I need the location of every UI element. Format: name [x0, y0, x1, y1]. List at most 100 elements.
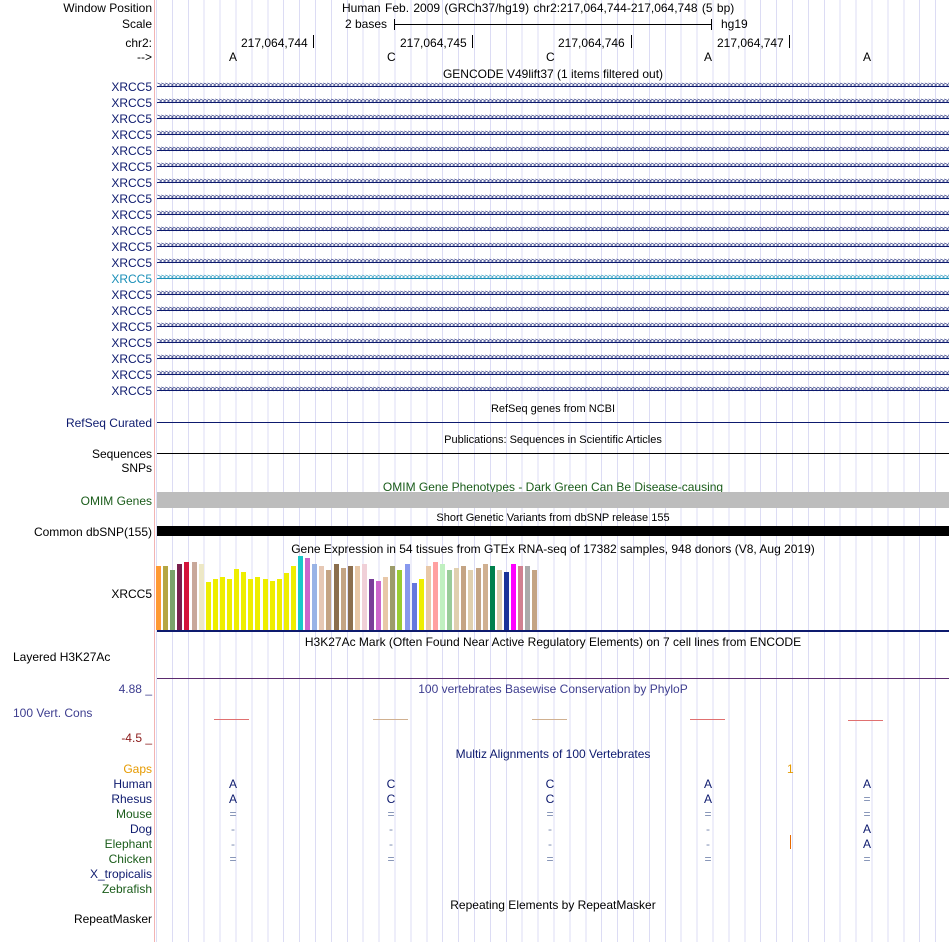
repeatmasker-track-title[interactable]: Repeating Elements by RepeatMasker [450, 898, 656, 912]
gencode-transcript-label[interactable]: XRCC5 [111, 288, 152, 302]
gencode-transcript-label[interactable]: XRCC5 [111, 112, 152, 126]
gencode-transcript-label[interactable]: XRCC5 [111, 304, 152, 318]
gencode-transcript-line[interactable]: >>>>>>>>>>>>>>>>>>>>>>>>>>>>>>>>>>>>>>>>… [157, 208, 949, 218]
conservation-mark-5[interactable] [848, 720, 883, 721]
gencode-transcript-label[interactable]: XRCC5 [111, 352, 152, 366]
gtex-tissue-bar[interactable] [170, 570, 176, 630]
gencode-transcript-line[interactable]: >>>>>>>>>>>>>>>>>>>>>>>>>>>>>>>>>>>>>>>>… [157, 256, 949, 266]
gtex-tissue-bar[interactable] [432, 562, 438, 630]
multiz-species-label[interactable]: Dog [129, 822, 152, 836]
dbsnp-track-title[interactable]: Short Genetic Variants from dbSNP releas… [436, 512, 670, 524]
gencode-transcript-line[interactable]: >>>>>>>>>>>>>>>>>>>>>>>>>>>>>>>>>>>>>>>>… [157, 192, 949, 202]
multiz-species-label[interactable]: Mouse [115, 807, 152, 821]
gtex-tissue-bar[interactable] [255, 576, 261, 630]
gtex-tissue-bar[interactable] [354, 566, 360, 630]
gtex-tissue-bar[interactable] [461, 566, 467, 630]
gtex-tissue-bar[interactable] [177, 564, 183, 630]
gtex-tissue-bar[interactable] [319, 566, 325, 630]
gtex-tissue-bar[interactable] [326, 570, 332, 630]
gencode-transcript-line[interactable]: >>>>>>>>>>>>>>>>>>>>>>>>>>>>>>>>>>>>>>>>… [157, 176, 949, 186]
conservation-mark-3[interactable] [532, 719, 567, 720]
multiz-species-label[interactable]: X_tropicalis [89, 867, 152, 881]
pubs-track-title[interactable]: Publications: Sequences in Scientific Ar… [444, 434, 662, 446]
gencode-transcript-label[interactable]: XRCC5 [111, 80, 152, 94]
gencode-transcript-label[interactable]: XRCC5 [111, 240, 152, 254]
gencode-transcript-label[interactable]: XRCC5 [111, 128, 152, 142]
gtex-tissue-bar[interactable] [468, 570, 474, 630]
gtex-tissue-bar[interactable] [425, 566, 431, 630]
gencode-transcript-label[interactable]: XRCC5 [111, 176, 152, 190]
omim-track-title[interactable]: OMIM Gene Phenotypes - Dark Green Can Be… [382, 480, 724, 494]
gencode-transcript-label[interactable]: XRCC5 [111, 272, 152, 286]
gtex-tissue-bar[interactable] [333, 564, 339, 630]
gtex-tissue-bar[interactable] [454, 568, 460, 630]
gtex-tissue-bar[interactable] [525, 566, 531, 630]
gtex-tissue-bar[interactable] [383, 576, 389, 630]
snps-track-label[interactable]: SNPs [121, 461, 152, 475]
gencode-transcript-label[interactable]: XRCC5 [111, 224, 152, 238]
gtex-tissue-bar[interactable] [489, 566, 495, 630]
omim-track-label[interactable]: OMIM Genes [80, 494, 152, 508]
gtex-tissue-bar[interactable] [369, 578, 374, 630]
conservation-mark-4[interactable] [690, 719, 725, 720]
gencode-transcript-line[interactable]: >>>>>>>>>>>>>>>>>>>>>>>>>>>>>>>>>>>>>>>>… [157, 304, 949, 314]
gencode-transcript-label[interactable]: XRCC5 [111, 192, 152, 206]
gtex-tissue-bar[interactable] [482, 564, 488, 630]
conservation-mark-2[interactable] [373, 719, 408, 720]
conservation-track-title[interactable]: 100 vertebrates Basewise Conservation by… [418, 682, 688, 696]
gtex-tissue-bar[interactable] [440, 564, 445, 630]
gtex-tissue-bar[interactable] [404, 564, 410, 630]
gencode-transcript-line[interactable]: >>>>>>>>>>>>>>>>>>>>>>>>>>>>>>>>>>>>>>>>… [157, 160, 949, 170]
gencode-transcript-line[interactable]: >>>>>>>>>>>>>>>>>>>>>>>>>>>>>>>>>>>>>>>>… [157, 320, 949, 330]
gtex-tissue-bar[interactable] [298, 556, 303, 630]
gtex-tissue-bar[interactable] [518, 566, 524, 630]
gencode-transcript-label[interactable]: XRCC5 [111, 336, 152, 350]
gtex-tissue-bar[interactable] [418, 578, 424, 630]
gtex-tissue-bar[interactable] [198, 564, 204, 630]
gencode-transcript-label[interactable]: XRCC5 [111, 256, 152, 270]
gencode-transcript-line[interactable]: >>>>>>>>>>>>>>>>>>>>>>>>>>>>>>>>>>>>>>>>… [157, 224, 949, 234]
gtex-tissue-bar[interactable] [283, 573, 289, 630]
gtex-tissue-bar[interactable] [376, 580, 382, 630]
multiz-species-label[interactable]: Elephant [104, 837, 152, 851]
gtex-tissue-bar[interactable] [248, 578, 254, 630]
gencode-transcript-label[interactable]: XRCC5 [111, 96, 152, 110]
gtex-tissue-bar[interactable] [156, 566, 161, 630]
dbsnp-variant-bar[interactable] [157, 526, 949, 536]
gtex-tissue-bar[interactable] [234, 569, 240, 630]
multiz-species-label[interactable]: Zebrafish [101, 882, 152, 896]
h3k27ac-track-title[interactable]: H3K27Ac Mark (Often Found Near Active Re… [304, 635, 802, 649]
gtex-track-label[interactable]: XRCC5 [111, 587, 152, 601]
gencode-transcript-line[interactable]: >>>>>>>>>>>>>>>>>>>>>>>>>>>>>>>>>>>>>>>>… [157, 272, 949, 282]
gtex-tissue-bar[interactable] [397, 570, 403, 630]
gtex-tissue-bar[interactable] [312, 564, 318, 630]
gencode-transcript-line[interactable]: >>>>>>>>>>>>>>>>>>>>>>>>>>>>>>>>>>>>>>>>… [157, 240, 949, 250]
h3k27ac-track-label[interactable]: Layered H3K27Ac [13, 650, 111, 664]
gencode-transcript-label[interactable]: XRCC5 [111, 208, 152, 222]
gencode-transcript-line[interactable]: >>>>>>>>>>>>>>>>>>>>>>>>>>>>>>>>>>>>>>>>… [157, 368, 949, 378]
gencode-transcript-line[interactable]: >>>>>>>>>>>>>>>>>>>>>>>>>>>>>>>>>>>>>>>>… [157, 112, 949, 122]
pubs-track-label[interactable]: Sequences [91, 447, 152, 461]
gencode-transcript-line[interactable]: >>>>>>>>>>>>>>>>>>>>>>>>>>>>>>>>>>>>>>>>… [157, 352, 949, 362]
gtex-tissue-bar[interactable] [163, 566, 169, 630]
gtex-tissue-bar[interactable] [411, 582, 417, 630]
omim-gene-bar[interactable] [157, 492, 949, 508]
gtex-tissue-bar[interactable] [262, 578, 268, 630]
gtex-tissue-bar[interactable] [361, 564, 367, 630]
gtex-tissue-bar[interactable] [241, 572, 247, 630]
gencode-transcript-line[interactable]: >>>>>>>>>>>>>>>>>>>>>>>>>>>>>>>>>>>>>>>>… [157, 80, 949, 90]
gtex-tissue-bar[interactable] [347, 566, 353, 630]
gtex-tissue-bar[interactable] [511, 564, 516, 630]
gtex-tissue-bar[interactable] [276, 578, 282, 630]
conservation-track-label[interactable]: 100 Vert. Cons [13, 706, 93, 720]
gencode-transcript-label[interactable]: XRCC5 [111, 368, 152, 382]
gtex-tissue-bar[interactable] [340, 568, 346, 630]
gencode-transcript-line[interactable]: >>>>>>>>>>>>>>>>>>>>>>>>>>>>>>>>>>>>>>>>… [157, 384, 949, 394]
gtex-tissue-bar[interactable] [184, 562, 190, 630]
gtex-tissue-bar[interactable] [290, 566, 296, 630]
refseq-track-title[interactable]: RefSeq genes from NCBI [490, 403, 616, 415]
repeatmasker-track-label[interactable]: RepeatMasker [73, 912, 152, 926]
gencode-transcript-line[interactable]: >>>>>>>>>>>>>>>>>>>>>>>>>>>>>>>>>>>>>>>>… [157, 288, 949, 298]
gencode-transcript-line[interactable]: >>>>>>>>>>>>>>>>>>>>>>>>>>>>>>>>>>>>>>>>… [157, 336, 949, 346]
gtex-tissue-bar[interactable] [532, 570, 538, 630]
